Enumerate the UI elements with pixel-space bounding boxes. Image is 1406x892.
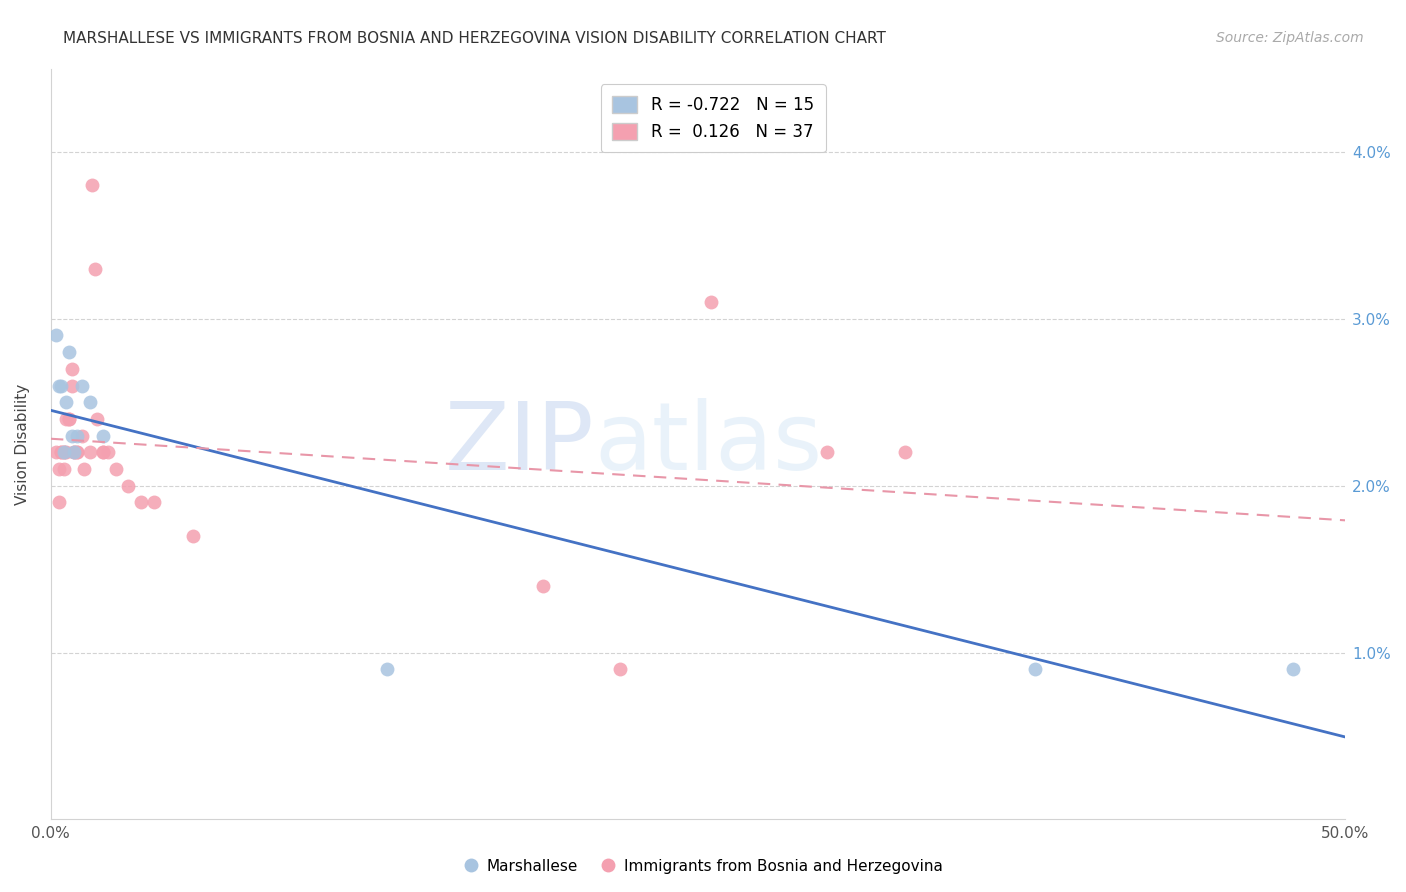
Point: [131, 495, 153, 509]
Point: [45, 328, 67, 343]
Point: [181, 529, 204, 543]
Point: [58, 412, 80, 426]
Point: [58, 412, 80, 426]
Text: MARSHALLESE VS IMMIGRANTS FROM BOSNIA AND HERZEGOVINA VISION DISABILITY CORRELAT: MARSHALLESE VS IMMIGRANTS FROM BOSNIA AN…: [63, 31, 886, 46]
Point: [83, 261, 105, 276]
Point: [143, 495, 166, 509]
Point: [91, 445, 114, 459]
Point: [58, 345, 80, 359]
Point: [377, 662, 399, 676]
Point: [117, 478, 139, 492]
Point: [63, 445, 86, 459]
Point: [700, 295, 723, 310]
Point: [79, 395, 101, 409]
Y-axis label: Vision Disability: Vision Disability: [15, 384, 30, 505]
Point: [55, 445, 77, 459]
Point: [52, 445, 75, 459]
Point: [1282, 662, 1305, 676]
Point: [48, 462, 70, 476]
Point: [51, 378, 73, 392]
Point: [63, 445, 86, 459]
Text: atlas: atlas: [595, 398, 823, 490]
Point: [52, 462, 75, 476]
Text: ZIP: ZIP: [444, 398, 595, 490]
Point: [66, 445, 89, 459]
Legend: Marshallese, Immigrants from Bosnia and Herzegovina: Marshallese, Immigrants from Bosnia and …: [457, 853, 949, 880]
Point: [1024, 662, 1046, 676]
Point: [63, 445, 86, 459]
Legend: R = -0.722   N = 15, R =  0.126   N = 37: R = -0.722 N = 15, R = 0.126 N = 37: [600, 85, 825, 153]
Point: [48, 495, 70, 509]
Point: [70, 378, 93, 392]
Point: [894, 445, 917, 459]
Point: [55, 412, 77, 426]
Point: [55, 395, 77, 409]
Point: [52, 445, 75, 459]
Point: [97, 445, 120, 459]
Point: [82, 178, 104, 193]
Point: [48, 378, 70, 392]
Text: Source: ZipAtlas.com: Source: ZipAtlas.com: [1216, 31, 1364, 45]
Point: [60, 378, 83, 392]
Point: [60, 428, 83, 442]
Point: [91, 445, 114, 459]
Point: [817, 445, 839, 459]
Point: [52, 445, 75, 459]
Point: [51, 445, 73, 459]
Point: [73, 462, 96, 476]
Point: [60, 362, 83, 376]
Point: [66, 428, 89, 442]
Point: [531, 579, 554, 593]
Point: [104, 462, 127, 476]
Point: [70, 428, 93, 442]
Point: [86, 412, 108, 426]
Point: [51, 445, 73, 459]
Point: [91, 428, 114, 442]
Point: [66, 445, 89, 459]
Point: [79, 445, 101, 459]
Point: [45, 445, 67, 459]
Point: [609, 662, 631, 676]
